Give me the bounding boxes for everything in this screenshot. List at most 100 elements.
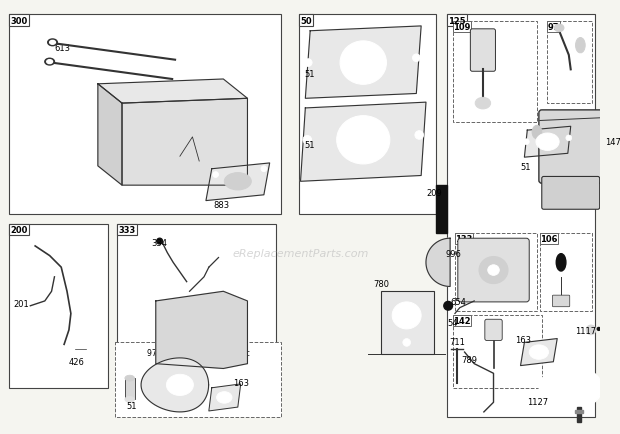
Ellipse shape [415, 132, 423, 140]
Ellipse shape [125, 375, 135, 381]
Ellipse shape [479, 257, 508, 284]
Polygon shape [525, 127, 571, 158]
Ellipse shape [166, 375, 193, 395]
Text: 613: 613 [55, 44, 71, 53]
Ellipse shape [488, 265, 499, 276]
Ellipse shape [529, 345, 549, 359]
FancyBboxPatch shape [542, 177, 600, 210]
Ellipse shape [125, 397, 135, 402]
Text: 883: 883 [214, 201, 230, 210]
Bar [455, 234, 472, 244]
Bar [9, 15, 29, 27]
Text: 51: 51 [304, 70, 315, 79]
Ellipse shape [575, 39, 585, 54]
Text: 201: 201 [13, 299, 29, 308]
Ellipse shape [556, 254, 566, 271]
Ellipse shape [403, 339, 410, 346]
Bar [381, 292, 434, 354]
Polygon shape [206, 164, 270, 201]
Bar [453, 22, 471, 33]
Bar [447, 15, 467, 27]
Polygon shape [122, 99, 247, 186]
Bar [447, 15, 595, 417]
Text: 147: 147 [606, 137, 620, 146]
Ellipse shape [577, 55, 583, 61]
Text: 333: 333 [118, 226, 136, 234]
Bar [9, 224, 29, 236]
Text: 654: 654 [450, 297, 466, 306]
Text: 51: 51 [127, 401, 138, 410]
Ellipse shape [157, 239, 162, 244]
Bar [577, 407, 582, 421]
Ellipse shape [566, 136, 572, 141]
Polygon shape [301, 103, 426, 182]
Text: 300: 300 [11, 16, 28, 26]
Ellipse shape [392, 302, 421, 329]
Text: 125: 125 [448, 16, 466, 26]
FancyBboxPatch shape [552, 296, 570, 307]
Bar [453, 316, 471, 326]
Text: 711: 711 [449, 338, 465, 347]
Bar [117, 224, 137, 236]
Bar [547, 22, 560, 33]
Bar [575, 410, 583, 413]
Bar [9, 224, 107, 388]
Bar [115, 342, 281, 417]
Polygon shape [521, 339, 557, 366]
Text: 163: 163 [515, 335, 531, 345]
FancyBboxPatch shape [539, 111, 603, 184]
Text: 996: 996 [445, 249, 461, 258]
Text: 51: 51 [304, 140, 315, 149]
FancyBboxPatch shape [458, 239, 529, 302]
Text: 54: 54 [447, 318, 458, 327]
Bar [453, 316, 542, 388]
Ellipse shape [45, 59, 55, 66]
Ellipse shape [444, 302, 453, 310]
Text: 977 Carburetor Gasket Set: 977 Carburetor Gasket Set [147, 348, 250, 357]
Text: 426: 426 [69, 357, 85, 366]
Bar [540, 234, 557, 244]
Bar [455, 234, 537, 311]
Ellipse shape [213, 172, 218, 178]
Text: 789: 789 [462, 355, 477, 364]
Text: 109: 109 [453, 23, 471, 32]
Text: 50: 50 [300, 16, 312, 26]
Polygon shape [156, 292, 247, 368]
Text: 200: 200 [11, 226, 28, 234]
Ellipse shape [554, 25, 564, 33]
Ellipse shape [539, 366, 602, 410]
Ellipse shape [337, 116, 390, 164]
Polygon shape [98, 80, 247, 104]
FancyBboxPatch shape [471, 30, 495, 72]
Ellipse shape [523, 139, 529, 145]
Text: eReplacementParts.com: eReplacementParts.com [232, 248, 369, 258]
Ellipse shape [50, 41, 55, 45]
Text: 209: 209 [426, 188, 441, 197]
Ellipse shape [261, 167, 267, 172]
Ellipse shape [586, 326, 596, 335]
Text: 133: 133 [455, 235, 472, 243]
Polygon shape [306, 27, 421, 99]
Text: 106: 106 [540, 235, 557, 243]
Bar [299, 15, 313, 27]
Ellipse shape [303, 136, 312, 145]
Ellipse shape [532, 126, 542, 139]
Text: 334: 334 [151, 238, 167, 247]
Ellipse shape [304, 59, 312, 67]
Ellipse shape [46, 61, 53, 64]
Bar [453, 22, 537, 123]
Ellipse shape [340, 42, 386, 85]
Text: 780: 780 [373, 280, 389, 289]
Bar [125, 378, 135, 399]
Ellipse shape [412, 55, 420, 62]
Bar [436, 186, 447, 234]
Polygon shape [98, 85, 122, 186]
Polygon shape [426, 239, 450, 287]
Polygon shape [209, 384, 241, 411]
Text: 51: 51 [521, 162, 531, 171]
Bar [547, 22, 592, 104]
Ellipse shape [48, 40, 58, 46]
Bar [299, 15, 436, 214]
Ellipse shape [536, 134, 559, 151]
Ellipse shape [224, 173, 251, 191]
